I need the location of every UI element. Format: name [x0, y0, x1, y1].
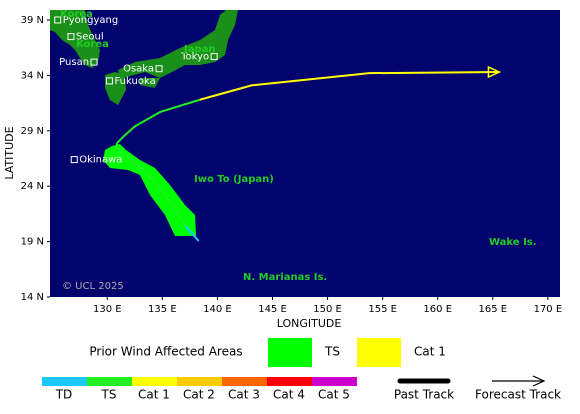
wind-swatch — [357, 338, 401, 367]
y-tick-label: 39 N — [21, 15, 44, 26]
scale-label: Cat 4 — [273, 388, 305, 402]
city-marker — [210, 53, 218, 61]
copyright: © UCL 2025 — [62, 281, 124, 292]
wind-legend-title: Prior Wind Affected Areas — [89, 345, 242, 359]
land — [50, 10, 238, 105]
y-tick-label: 34 N — [21, 70, 44, 81]
scale-label: Cat 2 — [183, 388, 215, 402]
city-marker — [54, 16, 62, 24]
city-marker — [155, 65, 163, 73]
x-axis-label: LONGITUDE — [277, 317, 342, 330]
city-label: Osaka — [123, 64, 154, 75]
x-tick-label: 155 E — [368, 304, 397, 315]
city-marker — [67, 33, 75, 41]
region-label: Japan — [183, 44, 216, 55]
region-label: Wake Is. — [489, 237, 537, 248]
ocean — [50, 10, 560, 297]
city-label: Pusan — [59, 57, 89, 68]
region-label: Korea — [60, 9, 93, 20]
legend-label: Cat 1 — [414, 345, 446, 359]
y-axis-label: LATITUDE — [3, 126, 16, 179]
x-tick-label: 150 E — [313, 304, 342, 315]
scale-swatch — [312, 377, 357, 386]
track — [115, 65, 502, 242]
scale-label: TD — [55, 388, 73, 402]
city-marker — [70, 156, 78, 164]
scale-label: Cat 1 — [138, 388, 170, 402]
city-label: Fukuoka — [114, 76, 155, 87]
x-tick-label: 165 E — [479, 304, 508, 315]
y-tick-label: 29 N — [21, 126, 44, 137]
track-segment — [184, 225, 200, 242]
scale-label: TS — [101, 388, 117, 402]
city-label: Okinawa — [79, 155, 122, 166]
wind-area-ts — [103, 144, 196, 236]
scale-swatch — [222, 377, 267, 386]
x-tick-label: 135 E — [148, 304, 177, 315]
y-tick-label: 19 N — [21, 237, 44, 248]
city-marker — [90, 58, 98, 66]
track-segment — [115, 98, 201, 227]
legend: TS Cat 1 TD TS Cat 1 Cat 2 Cat 3 Cat 4 Cat 5 — [42, 338, 446, 402]
y-tick-label: 24 N — [21, 181, 44, 192]
x-tick-label: 130 E — [93, 304, 122, 315]
region-label: N. Marianas Is. — [243, 272, 327, 283]
x-tick-label: 145 E — [258, 304, 287, 315]
scale-swatch — [132, 377, 177, 386]
y-tick-label: 14 N — [21, 292, 44, 303]
scale-label: Cat 5 — [318, 388, 350, 402]
scale-swatch — [267, 377, 312, 386]
scale-label: Cat 3 — [228, 388, 260, 402]
city-label: Seoul — [76, 32, 104, 43]
city-marker — [105, 77, 113, 85]
legend-label: Past Track — [394, 388, 454, 402]
wind-swatch — [268, 338, 312, 367]
x-tick-label: 170 E — [534, 304, 563, 315]
track-arrow — [487, 65, 502, 79]
scale-swatch — [42, 377, 87, 386]
axes: 130 E 135 E 140 E 145 E 150 E 155 E 160 E 165 E… — [21, 15, 563, 315]
region-label: Korea — [76, 39, 109, 50]
region-label: Iwo To (Japan) — [194, 174, 274, 185]
legend-label: Forecast Track — [475, 388, 561, 402]
track-segment — [199, 71, 500, 101]
city-label: Tokyo — [180, 52, 209, 63]
forecast-arrow — [532, 375, 546, 387]
x-tick-label: 160 E — [423, 304, 452, 315]
scale-swatch — [87, 377, 132, 386]
city-label: Pyongyang — [63, 15, 118, 26]
legend-label: TS — [324, 345, 340, 359]
scale-swatch — [177, 377, 222, 386]
x-tick-label: 140 E — [203, 304, 232, 315]
